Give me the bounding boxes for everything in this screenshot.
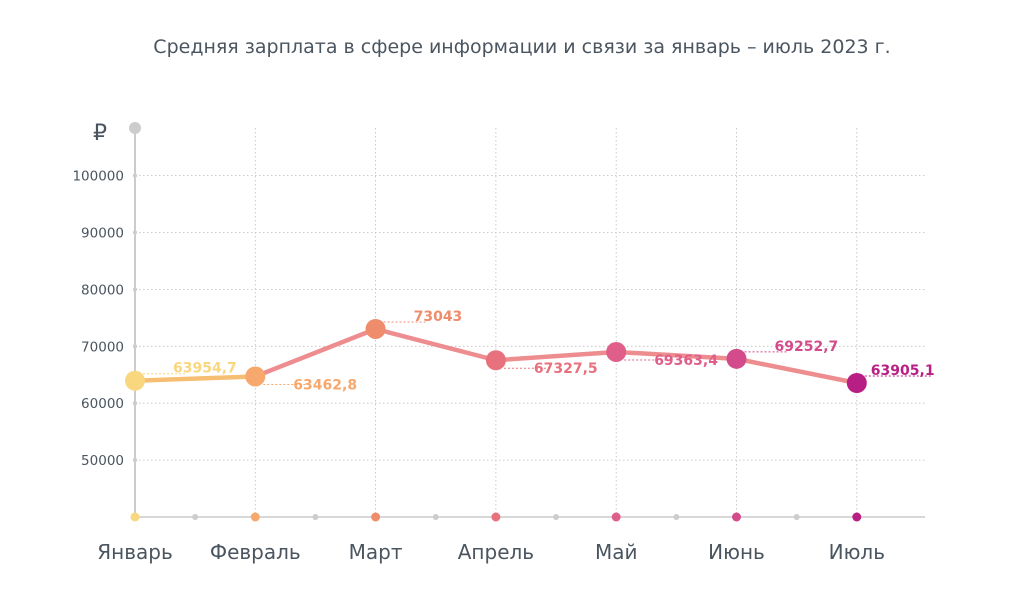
x-axis-month-dot	[371, 512, 381, 522]
data-label: 63905,1	[871, 363, 935, 379]
x-axis-mid-dot	[312, 514, 319, 520]
data-point	[125, 370, 145, 391]
x-axis-month-dot	[250, 512, 260, 522]
x-axis-mid-dot	[553, 514, 560, 520]
data-label: 73043	[414, 309, 463, 325]
series-segment	[493, 349, 619, 363]
data-point	[846, 373, 867, 394]
axes	[129, 122, 925, 522]
grid-lines	[135, 128, 925, 517]
series-segment	[253, 326, 378, 379]
data-point	[606, 341, 627, 362]
y-axis-cap	[129, 122, 141, 134]
y-tick-labels: 50000 60000 70000 80000 90000 100000	[72, 169, 124, 470]
x-axis-month-dot	[611, 512, 621, 522]
data-label: 69252,7	[775, 339, 839, 355]
data-point	[245, 366, 266, 387]
chart-title: Средняя зарплата в сфере информации и св…	[153, 36, 890, 58]
series-segment	[613, 349, 739, 362]
y-tick-label: 50000	[81, 453, 124, 469]
y-tick-label: 100000	[72, 169, 124, 185]
x-tick-label: Февраль	[210, 540, 301, 564]
data-points	[125, 318, 867, 394]
y-tick-label: 70000	[81, 339, 124, 355]
data-point	[726, 348, 747, 369]
label-leader-lines	[143, 321, 931, 385]
series-segment	[734, 356, 860, 386]
data-label: 67327,5	[534, 361, 598, 377]
x-tick-label: Июнь	[708, 540, 765, 564]
data-point	[485, 350, 506, 371]
x-axis-mid-dot	[192, 514, 199, 520]
y-tick-label: 90000	[81, 226, 124, 242]
x-axis-mid-dot	[673, 514, 680, 520]
x-tick-label: Май	[595, 540, 638, 564]
x-axis-month-dot	[732, 512, 741, 522]
data-label: 63462,8	[293, 377, 357, 393]
data-point	[365, 318, 386, 339]
x-axis-month-dot	[491, 512, 501, 522]
x-axis-mid-dot	[793, 514, 800, 520]
x-axis-month-dot	[852, 512, 862, 522]
x-axis-mid-dot	[432, 514, 439, 520]
x-tick-label: Январь	[97, 540, 173, 564]
data-label: 63954,7	[173, 361, 237, 377]
x-tick-label: Июль	[829, 540, 885, 564]
data-label: 69363,4	[654, 353, 718, 369]
x-tick-label: Март	[349, 540, 403, 564]
x-tick-label: Апрель	[458, 540, 534, 564]
x-tick-labels: Январь Февраль Март Апрель Май Июнь Июль	[97, 540, 885, 564]
y-axis-label: ₽	[93, 121, 107, 146]
y-tick-label: 80000	[81, 282, 124, 298]
x-axis-month-dot	[130, 512, 140, 522]
series-segment	[132, 374, 258, 383]
y-tick-label: 60000	[81, 396, 124, 412]
series-segment	[373, 326, 499, 363]
data-labels: 63954,7 63462,8 73043 67327,5 69363,4 69252,7…	[173, 309, 935, 393]
series-line	[132, 326, 860, 386]
